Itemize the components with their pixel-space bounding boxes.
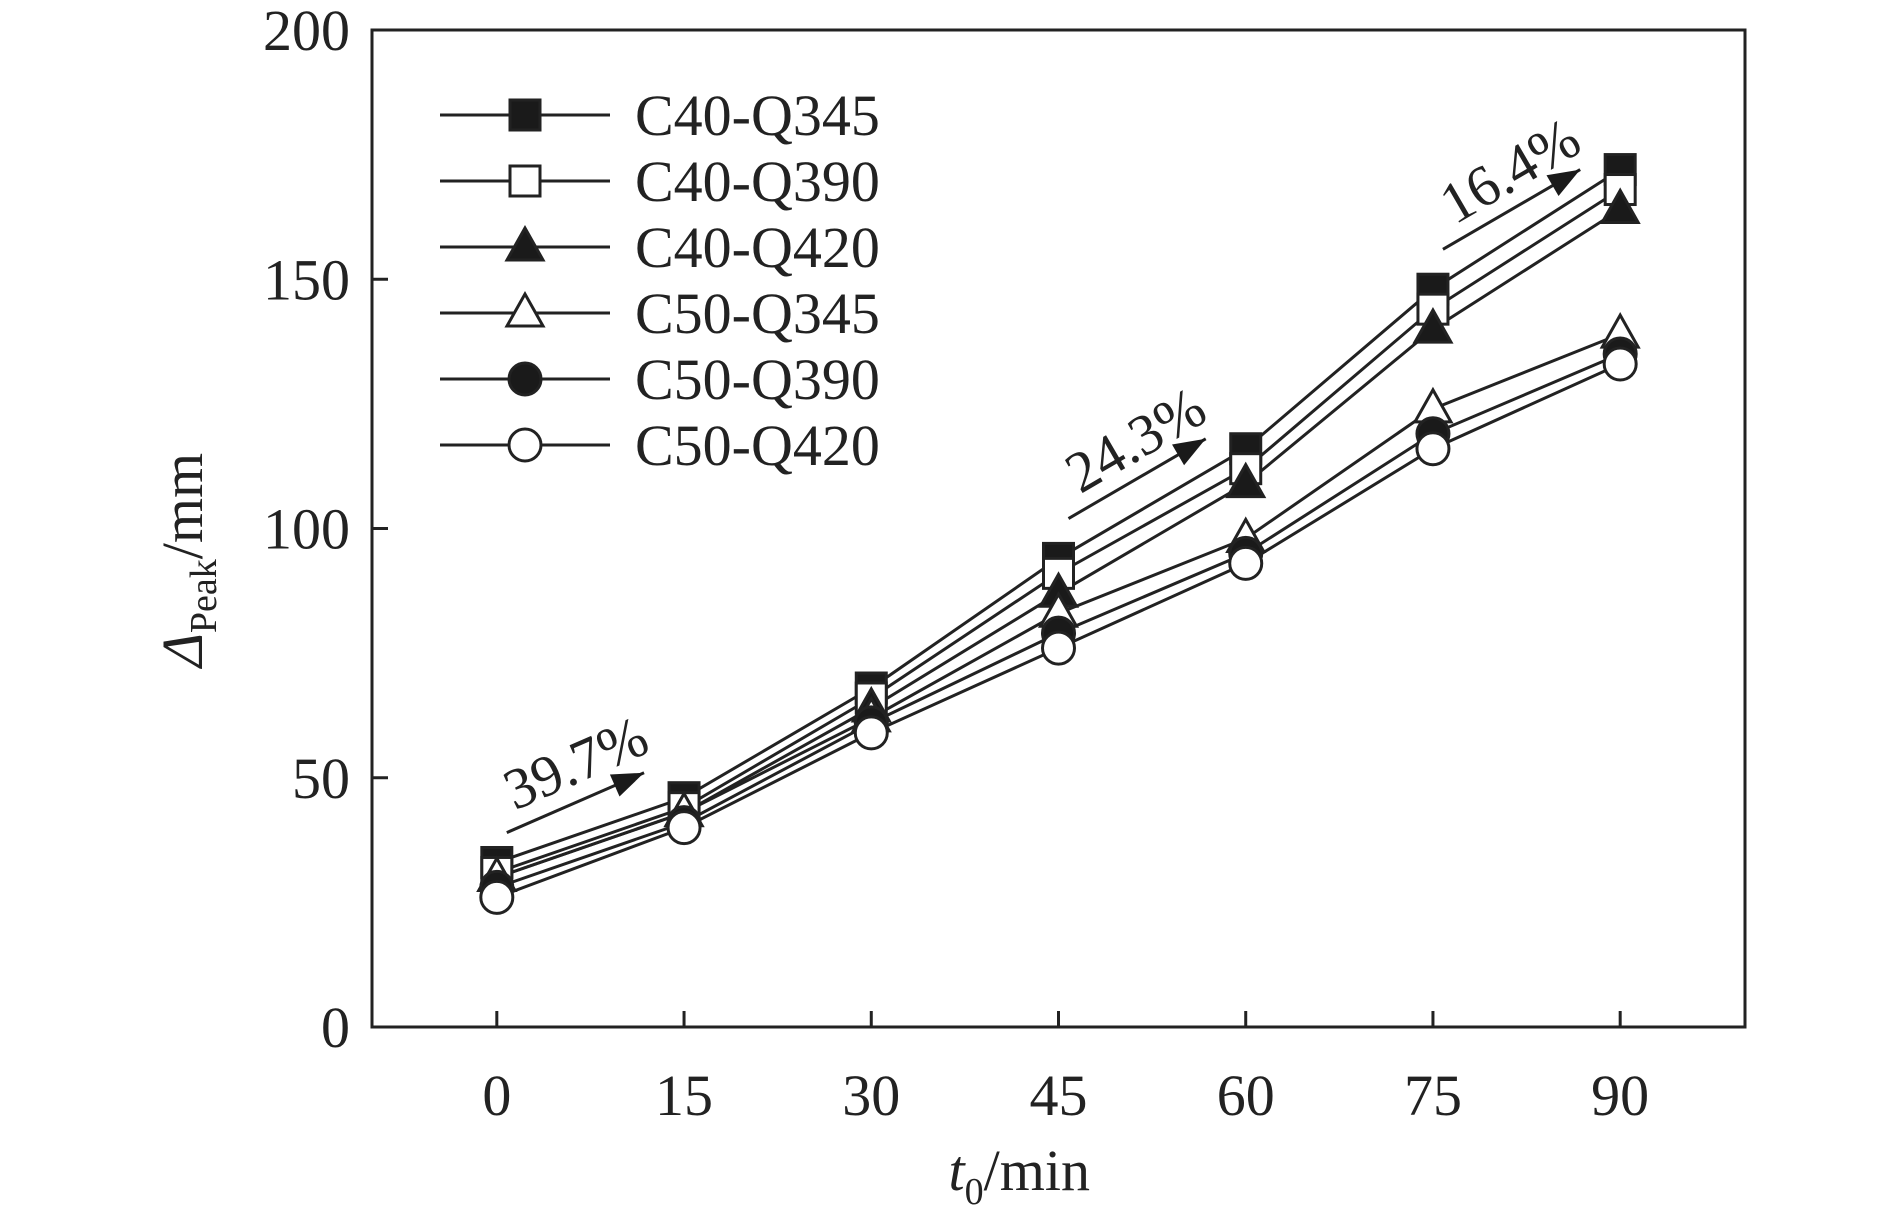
x-axis-title: t0/min xyxy=(949,1138,1090,1213)
legend-label: C40-Q420 xyxy=(635,215,880,280)
legend-label: C50-Q345 xyxy=(635,281,880,346)
data-point-square-filled xyxy=(508,98,542,132)
y-tick-label: 0 xyxy=(321,995,350,1060)
data-point-square-open xyxy=(508,164,542,198)
legend-label: C50-Q420 xyxy=(635,413,880,478)
data-point-circle-open xyxy=(507,427,543,463)
annotation-arrow-head xyxy=(609,772,645,797)
x-tick-label: 30 xyxy=(842,1063,900,1128)
annotation-arrow-head xyxy=(1172,438,1206,466)
legend-label: C50-Q390 xyxy=(635,347,880,412)
y-tick-label: 50 xyxy=(292,746,350,811)
data-point-circle-open xyxy=(1602,346,1638,382)
annotation-label: 24.3% xyxy=(1054,374,1216,505)
data-point-triangle-filled xyxy=(504,224,546,262)
legend-label: C40-Q390 xyxy=(635,149,880,214)
x-tick-label: 15 xyxy=(655,1063,713,1128)
annotation-label: 39.7% xyxy=(494,703,657,822)
x-tick-label: 45 xyxy=(1030,1063,1088,1128)
y-axis-unit: /mm xyxy=(150,453,215,559)
data-point-triangle-filled xyxy=(1412,307,1454,344)
data-point-circle-open xyxy=(1228,545,1264,581)
y-axis-subscript: Peak xyxy=(183,559,225,633)
data-point-circle-open xyxy=(1041,630,1076,666)
data-point-triangle-open xyxy=(504,290,546,328)
data-point-circle-filled xyxy=(507,361,543,397)
data-point-triangle-filled xyxy=(1225,461,1267,499)
x-axis-subscript: 0 xyxy=(965,1171,984,1213)
annotation-label: 16.4% xyxy=(1429,105,1591,236)
series-layer xyxy=(476,153,1641,915)
annotation-arrow-head xyxy=(1546,169,1581,197)
data-point-triangle-filled xyxy=(1599,187,1641,224)
x-tick-label: 90 xyxy=(1591,1063,1649,1128)
data-point-circle-open xyxy=(479,879,515,915)
y-axis-title: ΔPeak/mm xyxy=(150,453,225,669)
x-tick-label: 0 xyxy=(482,1063,511,1128)
legend-label: C40-Q345 xyxy=(635,83,880,148)
x-tick-label: 75 xyxy=(1404,1063,1462,1128)
x-axis-unit: /min xyxy=(984,1138,1090,1203)
y-tick-label: 100 xyxy=(263,497,350,562)
y-tick-label: 200 xyxy=(263,0,350,63)
legend: C40-Q345C40-Q390C40-Q420C50-Q345C50-Q390… xyxy=(440,83,880,478)
x-axis-symbol: t xyxy=(949,1138,967,1203)
y-tick-label: 150 xyxy=(263,247,350,312)
data-point-circle-open xyxy=(666,810,702,846)
y-axis-symbol: Δ xyxy=(150,633,215,669)
data-point-circle-open xyxy=(853,715,889,751)
x-tick-label: 60 xyxy=(1217,1063,1275,1128)
data-point-circle-open xyxy=(1415,431,1451,467)
